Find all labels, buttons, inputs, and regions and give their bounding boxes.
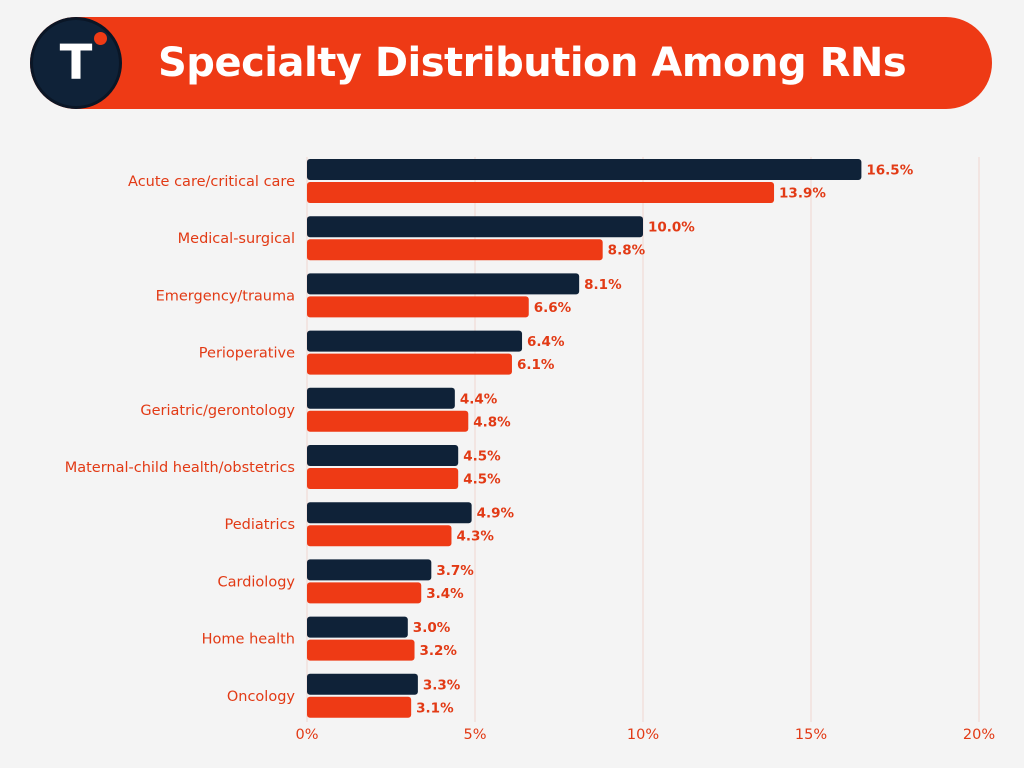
- category-label: Home health: [202, 632, 295, 648]
- category-label: Acute care/critical care: [128, 174, 295, 190]
- bar: [307, 525, 452, 547]
- bar: [307, 468, 459, 489]
- value-label: 3.3%: [423, 677, 461, 693]
- page-title: Specialty Distribution Among RNs: [158, 40, 907, 86]
- value-label: 6.6%: [534, 300, 572, 316]
- bar: [307, 273, 580, 295]
- bar: [307, 696, 412, 718]
- bar: [307, 330, 523, 352]
- value-label: 3.2%: [420, 643, 458, 659]
- bar: [307, 216, 643, 238]
- bar: [307, 559, 432, 581]
- bar: [307, 387, 455, 409]
- x-tick-label: 15%: [795, 727, 827, 743]
- value-label: 3.0%: [413, 620, 451, 636]
- bar: [307, 159, 862, 180]
- bar: [307, 296, 529, 318]
- value-label: 3.4%: [426, 586, 464, 602]
- value-label: 16.5%: [866, 163, 913, 179]
- category-label: Pediatrics: [225, 517, 295, 533]
- category-label: Cardiology: [217, 574, 295, 590]
- category-label: Medical-surgical: [178, 231, 295, 247]
- category-label: Maternal-child health/obstetrics: [65, 460, 295, 476]
- category-label: Emergency/trauma: [156, 288, 295, 304]
- bar: [307, 353, 512, 375]
- value-label: 8.8%: [608, 243, 646, 259]
- category-label: Oncology: [227, 689, 296, 705]
- bar: [307, 410, 469, 432]
- bar: [307, 445, 459, 466]
- category-label: Perioperative: [199, 346, 295, 362]
- value-label: 13.9%: [779, 186, 826, 202]
- title-banner: [30, 17, 992, 109]
- bar: [307, 582, 422, 604]
- value-label: 8.1%: [584, 277, 622, 293]
- bar: [307, 673, 418, 695]
- value-label: 4.9%: [477, 506, 515, 522]
- value-label: 3.7%: [436, 563, 474, 579]
- x-tick-label: 5%: [463, 727, 486, 743]
- value-label: 4.4%: [460, 391, 498, 407]
- value-label: 10.0%: [648, 220, 695, 236]
- x-tick-label: 20%: [963, 727, 995, 743]
- bar: [307, 239, 603, 261]
- value-label: 3.1%: [416, 700, 454, 716]
- value-label: 4.3%: [456, 529, 494, 545]
- logo-letter: T: [59, 35, 93, 91]
- bar: [307, 639, 415, 661]
- value-label: 6.4%: [527, 334, 565, 350]
- value-label: 6.1%: [517, 357, 555, 373]
- x-tick-label: 0%: [295, 727, 318, 743]
- bar: [307, 502, 472, 524]
- value-label: 4.5%: [463, 449, 501, 465]
- category-label: Geriatric/gerontology: [140, 403, 295, 419]
- bar: [307, 616, 408, 638]
- brand-logo: T: [30, 17, 122, 109]
- value-label: 4.5%: [463, 472, 501, 488]
- value-label: 4.8%: [473, 414, 511, 430]
- x-tick-label: 10%: [627, 727, 659, 743]
- logo-dot-icon: [94, 32, 107, 45]
- bar: [307, 182, 775, 203]
